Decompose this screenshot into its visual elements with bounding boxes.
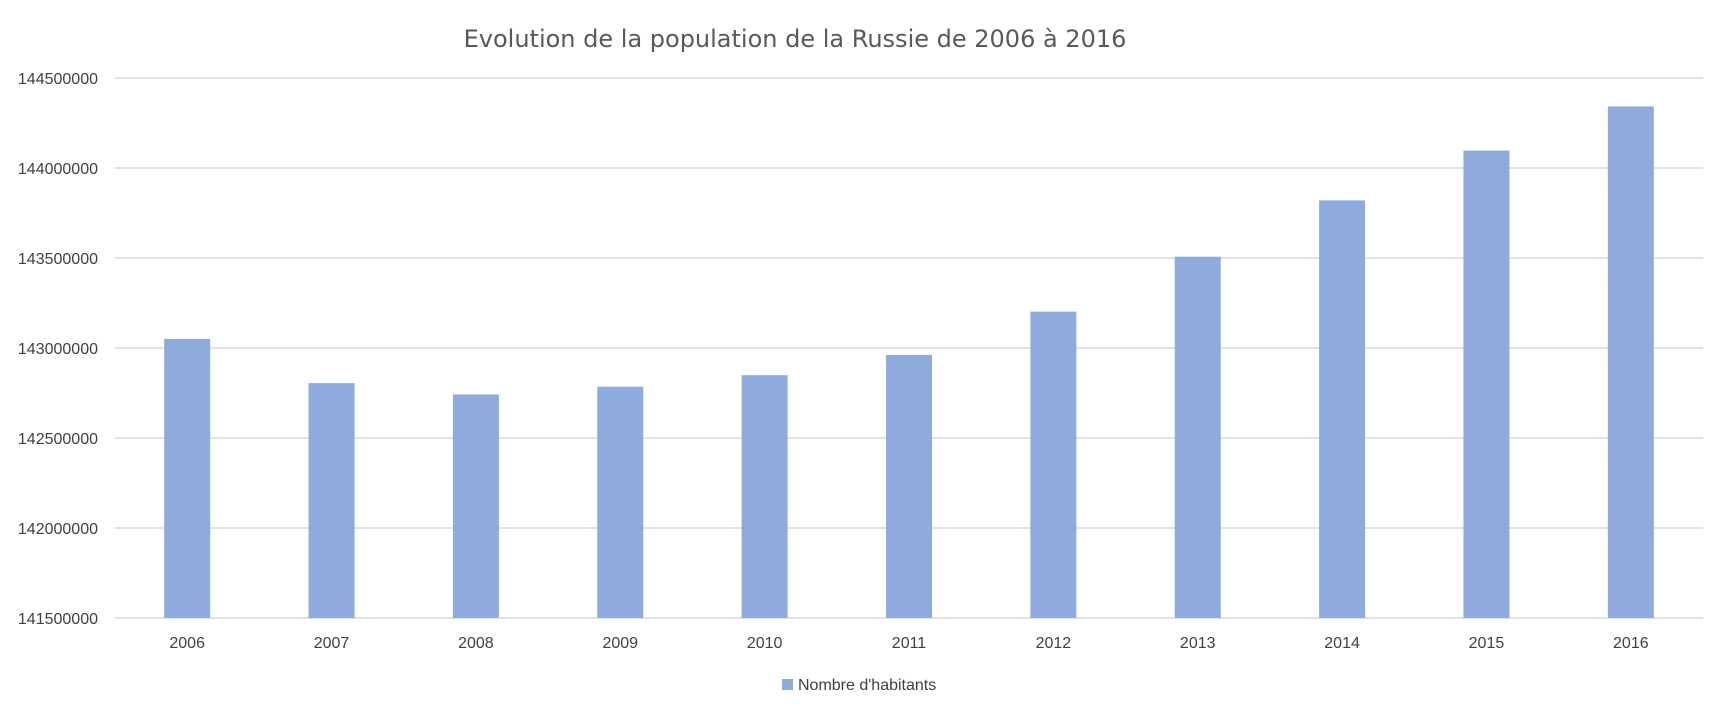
legend-swatch	[782, 679, 793, 690]
bar-2014	[1319, 200, 1366, 618]
y-tick-label: 142500000	[18, 431, 98, 448]
legend: Nombre d'habitants	[782, 677, 936, 694]
bar-2006	[164, 339, 211, 618]
bars	[164, 106, 1654, 619]
x-tick-label: 2010	[747, 635, 783, 652]
x-tick-label: 2016	[1613, 635, 1649, 652]
x-tick-label: 2006	[169, 635, 205, 652]
bar-2010	[741, 375, 788, 618]
y-tick-label: 143000000	[18, 341, 98, 358]
chart-title: Evolution de la population de la Russie …	[464, 25, 1127, 53]
y-tick-label: 142000000	[18, 521, 98, 538]
x-tick-label: 2014	[1324, 635, 1360, 652]
x-tick-label: 2011	[892, 635, 927, 652]
bar-2013	[1174, 256, 1221, 618]
bar-2016	[1607, 106, 1654, 618]
bar-2012	[1030, 311, 1077, 618]
y-axis-ticks: 141500000 142000000 142500000 143000000 1435…	[18, 71, 98, 628]
y-tick-label: 141500000	[18, 611, 98, 628]
x-tick-label: 2008	[458, 635, 494, 652]
y-tick-label: 143500000	[18, 251, 98, 268]
x-tick-label: 2009	[602, 635, 638, 652]
x-tick-label: 2013	[1180, 635, 1216, 652]
bar-2015	[1463, 150, 1510, 619]
x-tick-label: 2012	[1036, 635, 1072, 652]
bar-2011	[886, 355, 932, 618]
y-tick-label: 144000000	[18, 161, 98, 178]
bar-2008	[452, 394, 499, 618]
bar-2007	[308, 383, 355, 618]
y-tick-label: 144500000	[18, 71, 98, 88]
bar-2009	[597, 386, 644, 618]
x-tick-label: 2015	[1469, 635, 1505, 652]
x-axis-ticks: 2006 2007 2008 2009 2010 2011 2012 2013 2014 2015…	[169, 635, 1648, 652]
legend-label: Nombre d'habitants	[798, 677, 936, 694]
x-tick-label: 2007	[314, 635, 350, 652]
